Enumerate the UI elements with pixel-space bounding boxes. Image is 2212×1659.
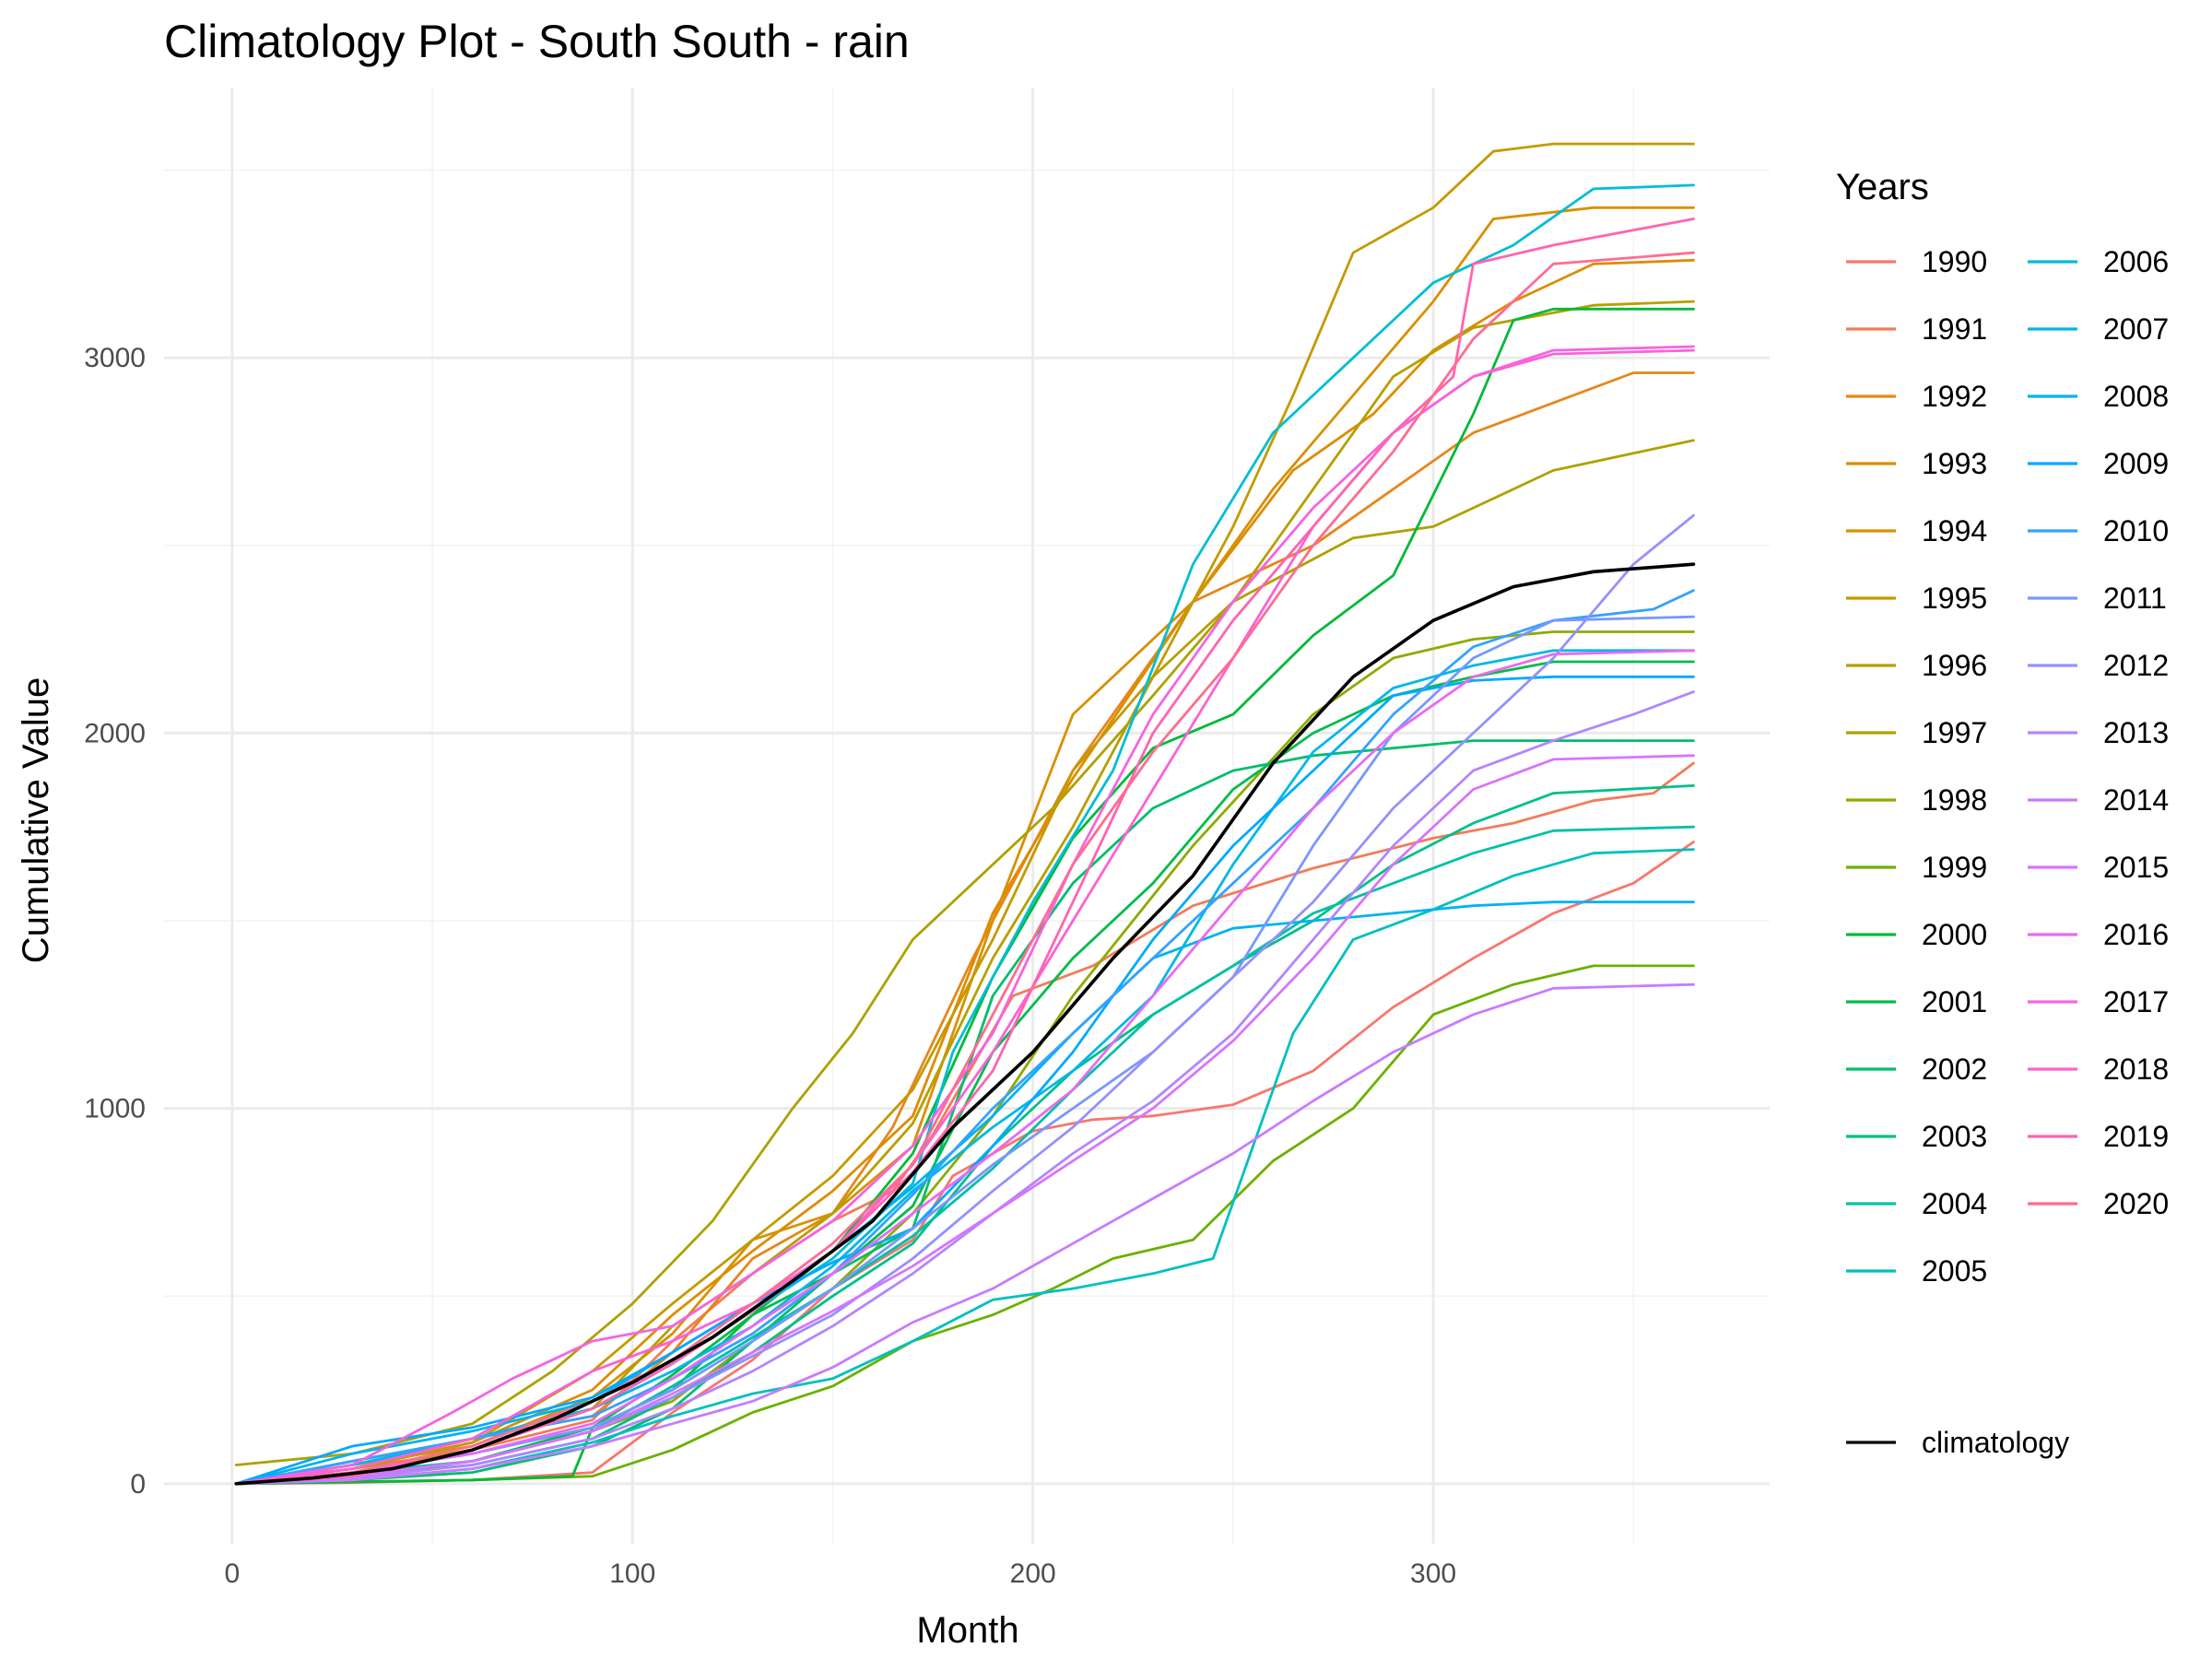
legend-label-2008: 2008 xyxy=(2103,380,2169,413)
legend-label-1996: 1996 xyxy=(1922,649,1987,682)
legend-label-1993: 1993 xyxy=(1922,447,1987,480)
legend-label-2007: 2007 xyxy=(2103,312,2169,346)
legend-label-2017: 2017 xyxy=(2103,985,2169,1018)
series-line-2010 xyxy=(234,589,1695,1486)
series-lines xyxy=(234,142,1696,1486)
series-line-2005 xyxy=(234,848,1695,1486)
series-line-1999 xyxy=(234,964,1695,1486)
legend-label-1998: 1998 xyxy=(1922,783,1987,817)
series-line-2011 xyxy=(234,615,1695,1486)
series-line-2015 xyxy=(234,754,1695,1486)
y-axis-ticks: 0 1000 2000 3000 xyxy=(84,343,146,1500)
gridlines xyxy=(164,88,1770,1544)
legend-label-2006: 2006 xyxy=(2103,245,2169,278)
legend-label-2010: 2010 xyxy=(2103,514,2169,547)
legend-label-2018: 2018 xyxy=(2103,1053,2169,1086)
legend-label-1994: 1994 xyxy=(1922,514,1987,547)
series-line-2020 xyxy=(234,251,1695,1486)
series-line-2019 xyxy=(234,218,1695,1486)
series-line-2014 xyxy=(234,982,1695,1486)
legend-label-2020: 2020 xyxy=(2103,1187,2169,1220)
series-line-2016 xyxy=(234,649,1695,1486)
legend-label-2011: 2011 xyxy=(2103,582,2167,615)
series-line-1997 xyxy=(234,439,1695,1466)
y-axis-title: Cumulative Value xyxy=(16,677,56,964)
legend-label-1995: 1995 xyxy=(1922,582,1987,615)
y-tick-label: 1000 xyxy=(84,1094,146,1124)
x-axis-title: Month xyxy=(916,1610,1018,1651)
legend-label-2003: 2003 xyxy=(1922,1120,1987,1153)
series-line-2004 xyxy=(234,825,1695,1486)
legend-label-2014: 2014 xyxy=(2103,783,2169,817)
series-line-1995 xyxy=(234,142,1695,1486)
legend-label-2019: 2019 xyxy=(2103,1120,2169,1153)
series-line-2006 xyxy=(234,183,1695,1486)
x-tick-label: 0 xyxy=(225,1559,241,1589)
legend: Years 1990 1991 1992 1993 1994 1995 1996 1997 19… xyxy=(1836,167,2169,1459)
series-line-2008 xyxy=(234,900,1695,1486)
legend-label-2002: 2002 xyxy=(1922,1053,1987,1086)
series-line-2013 xyxy=(234,690,1695,1486)
y-tick-label: 0 xyxy=(130,1469,146,1500)
series-line-1991 xyxy=(234,761,1695,1486)
legend-title: Years xyxy=(1836,167,1929,207)
legend-label-1997: 1997 xyxy=(1922,716,1987,749)
series-line-1998 xyxy=(234,630,1695,1486)
y-tick-label: 2000 xyxy=(84,718,146,748)
chart-title: Climatology Plot - South South - rain xyxy=(164,16,910,67)
x-axis-ticks: 0 100 200 300 xyxy=(225,1559,1457,1589)
series-line-1990 xyxy=(234,841,1695,1486)
y-tick-label: 3000 xyxy=(84,343,146,373)
series-line-1994 xyxy=(234,206,1695,1486)
legend-label-2015: 2015 xyxy=(2103,851,2169,884)
legend-label-2000: 2000 xyxy=(1922,918,1987,951)
series-line-2000 xyxy=(234,307,1695,1486)
legend-label-1992: 1992 xyxy=(1922,380,1987,413)
series-line-climatology xyxy=(234,562,1696,1486)
x-tick-label: 200 xyxy=(1010,1559,1056,1589)
legend-label-1990: 1990 xyxy=(1922,245,1987,278)
legend-label-2016: 2016 xyxy=(2103,918,2169,951)
legend-label-2005: 2005 xyxy=(1922,1254,1987,1288)
series-line-1992 xyxy=(234,371,1695,1486)
legend-label-2012: 2012 xyxy=(2103,649,2169,682)
legend-label-1999: 1999 xyxy=(1922,851,1987,884)
legend-label-2001: 2001 xyxy=(1922,985,1987,1018)
legend-label-2013: 2013 xyxy=(2103,716,2169,749)
legend-label-1991: 1991 xyxy=(1922,312,1987,346)
legend-label-climatology: climatology xyxy=(1922,1426,2069,1459)
legend-label-2009: 2009 xyxy=(2103,447,2169,480)
legend-label-2004: 2004 xyxy=(1922,1187,1987,1220)
x-tick-label: 100 xyxy=(609,1559,655,1589)
x-tick-label: 300 xyxy=(1410,1559,1456,1589)
